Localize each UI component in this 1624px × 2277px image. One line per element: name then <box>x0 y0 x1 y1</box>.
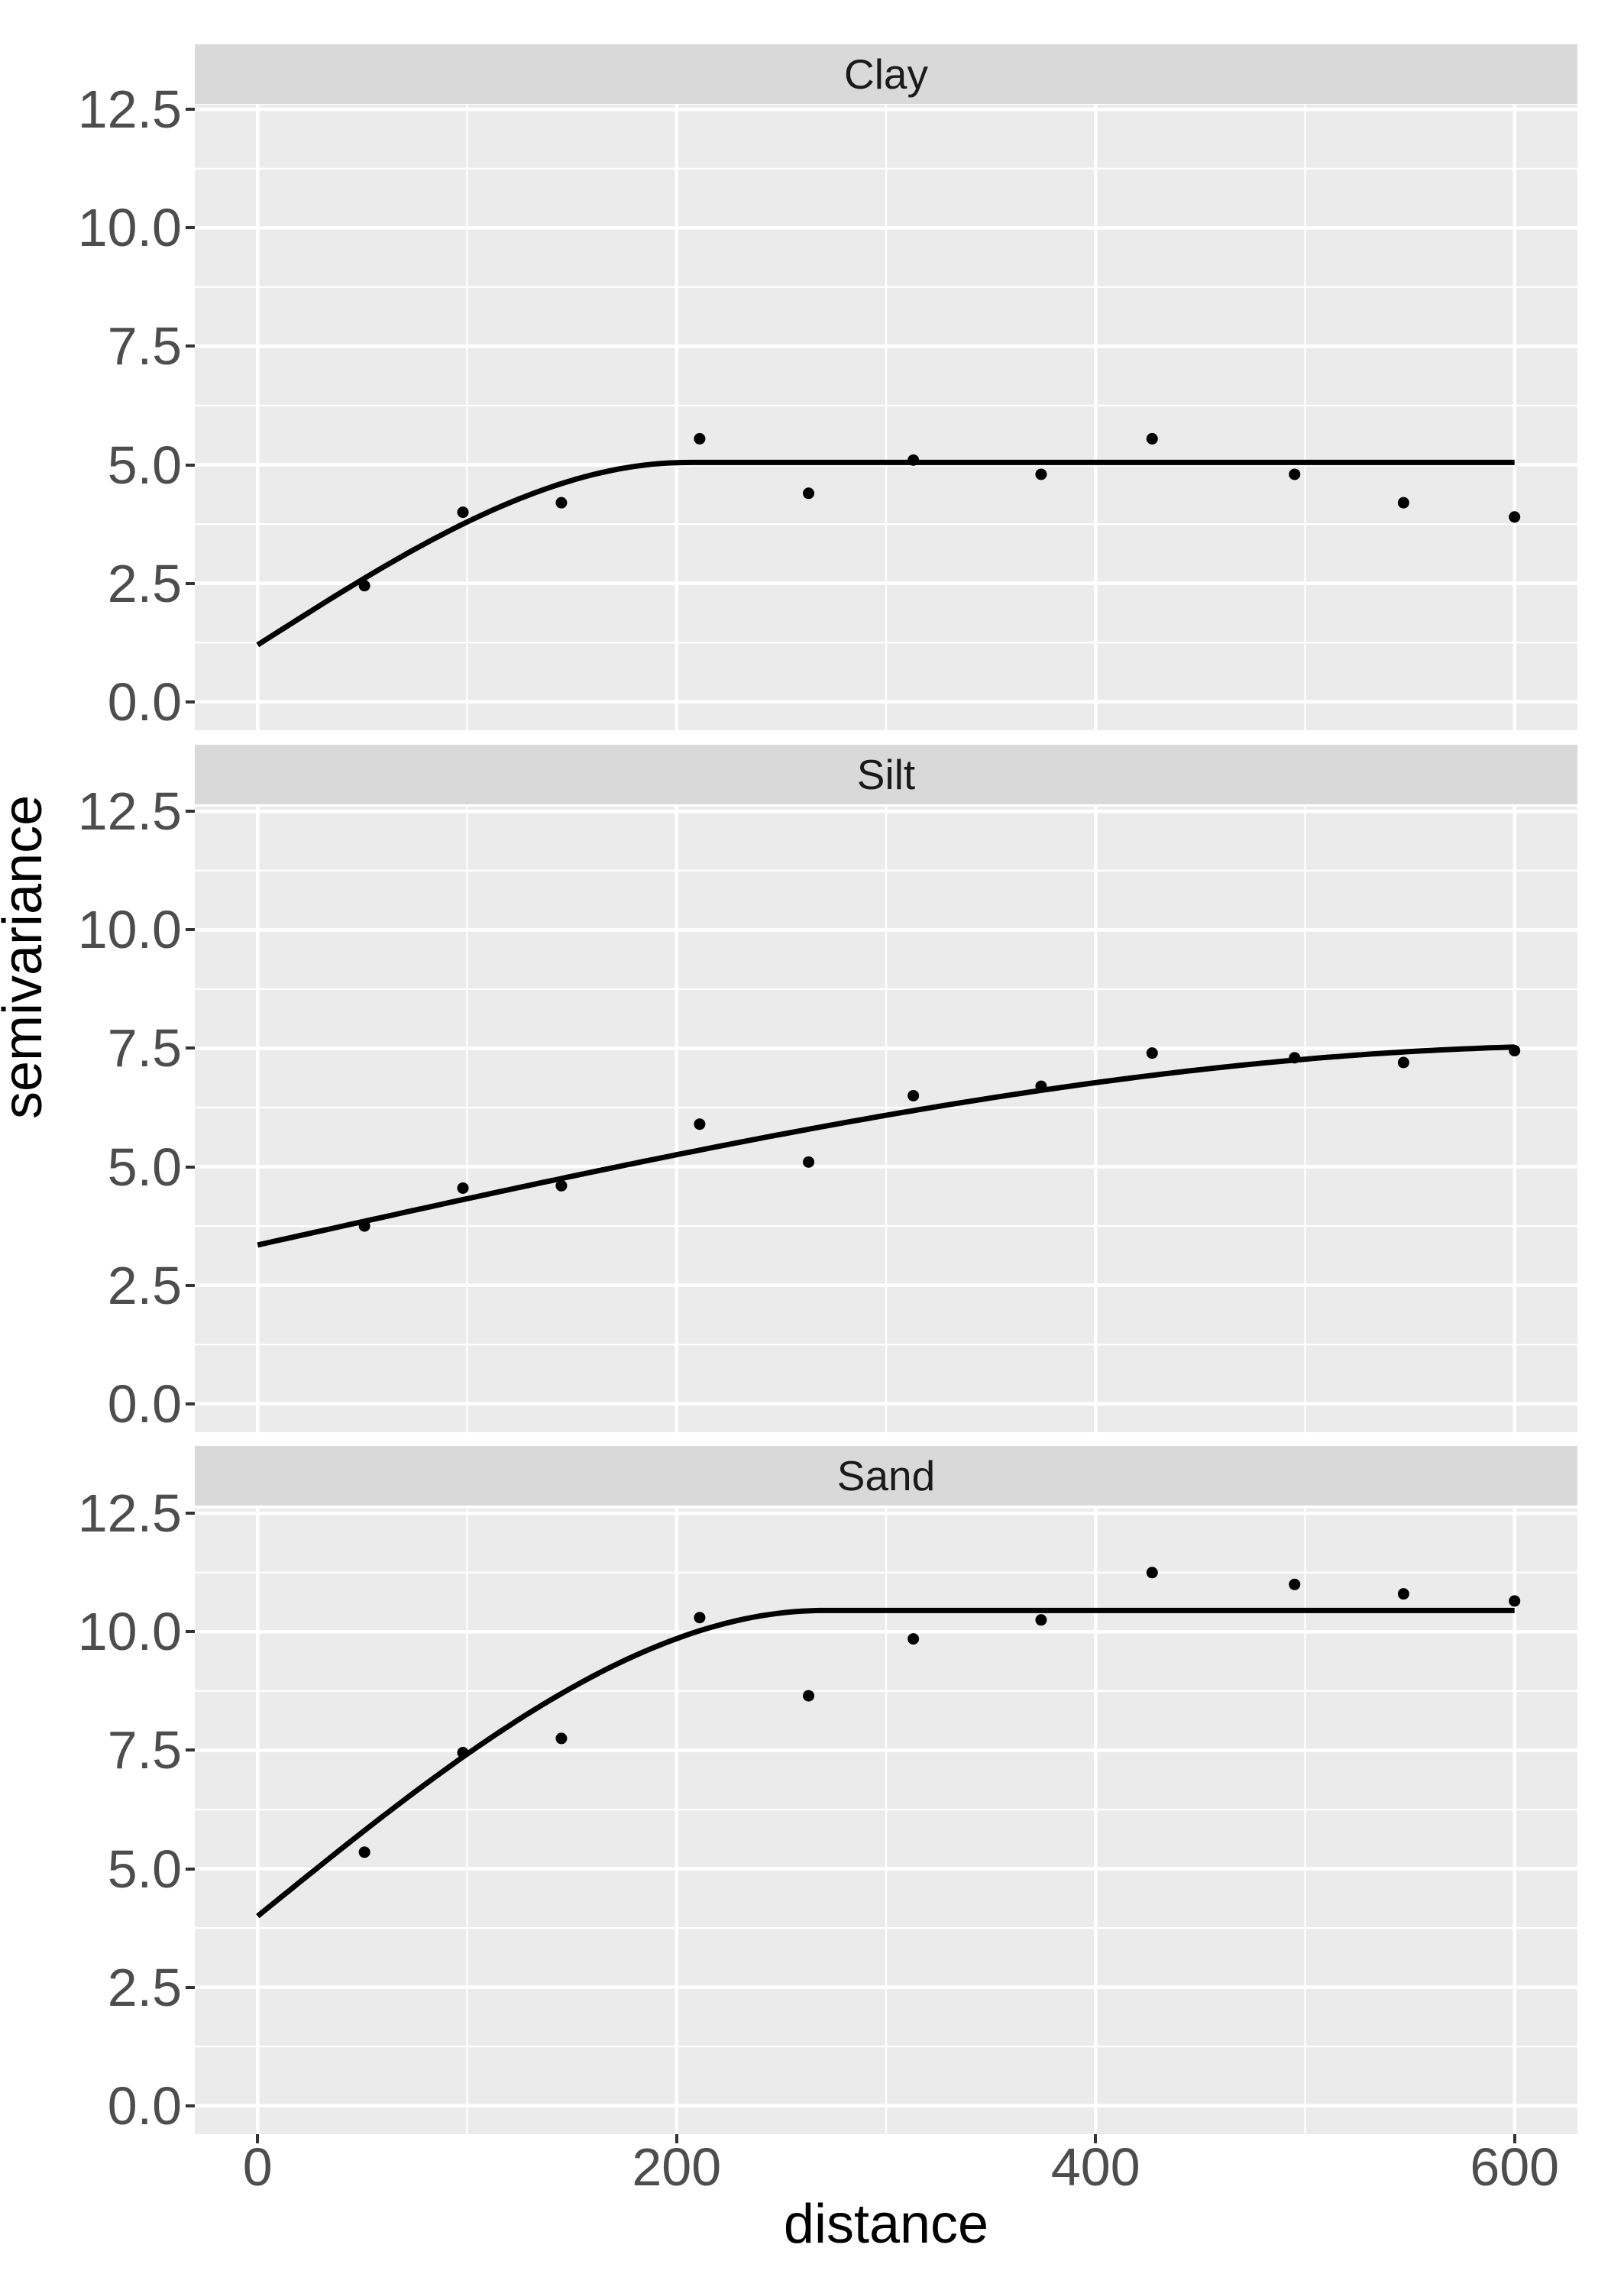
y-tick-label: 10.0 <box>77 1602 182 1662</box>
data-point <box>358 1220 370 1232</box>
y-tick-mark <box>186 1402 195 1405</box>
y-tick-mark <box>186 810 195 813</box>
data-point <box>694 1612 706 1624</box>
x-tick-label: 0 <box>242 2137 273 2197</box>
y-tick-mark <box>186 1046 195 1050</box>
x-tick-label: 400 <box>1050 2137 1140 2197</box>
data-point <box>803 487 815 500</box>
y-tick-label: 2.5 <box>107 1255 182 1315</box>
y-tick-label: 0.0 <box>107 1373 182 1434</box>
facet-strip-label: Silt <box>856 750 916 798</box>
y-tick-label: 12.5 <box>77 781 182 842</box>
y-tick-label: 0.0 <box>107 671 182 732</box>
x-tick-mark <box>256 2134 260 2143</box>
data-point <box>1397 496 1409 509</box>
y-tick-label: 7.5 <box>107 1018 182 1079</box>
y-tick-label: 12.5 <box>77 1483 182 1544</box>
data-point <box>1035 1614 1047 1626</box>
data-point <box>1146 1047 1158 1059</box>
data-point <box>1289 1052 1301 1064</box>
data-point <box>694 432 706 445</box>
data-point <box>358 580 370 592</box>
x-tick-mark <box>675 2134 678 2143</box>
y-tick-label: 0.0 <box>107 2075 182 2136</box>
y-tick-label: 10.0 <box>77 900 182 960</box>
data-point <box>1397 1588 1409 1600</box>
panel-canvas <box>195 807 1577 1432</box>
data-point <box>1397 1056 1409 1069</box>
y-tick-label: 10.0 <box>77 198 182 258</box>
x-tick-mark <box>1512 2134 1516 2143</box>
y-tick-mark <box>186 226 195 230</box>
data-point <box>457 1182 469 1194</box>
y-tick-label: 5.0 <box>107 1137 182 1197</box>
y-tick-mark <box>186 463 195 467</box>
y-tick-mark <box>186 1985 195 1989</box>
facet-strip-clay: Clay <box>195 44 1577 104</box>
y-tick-mark <box>186 108 195 112</box>
data-point <box>1509 511 1521 523</box>
panel-canvas <box>195 1509 1577 2134</box>
x-axis-title: distance <box>783 2194 989 2255</box>
y-tick-mark <box>186 1165 195 1169</box>
y-tick-mark <box>186 1512 195 1515</box>
x-tick-mark <box>1094 2134 1098 2143</box>
facet-strip-sand: Sand <box>195 1446 1577 1506</box>
data-point <box>694 1118 706 1130</box>
data-point <box>803 1690 815 1702</box>
panel-canvas <box>195 105 1577 730</box>
facet-panel-clay <box>195 105 1577 730</box>
y-tick-mark <box>186 344 195 348</box>
data-point <box>457 506 469 519</box>
y-tick-mark <box>186 581 195 585</box>
data-point <box>555 496 568 509</box>
facet-strip-silt: Silt <box>195 745 1577 804</box>
x-tick-label: 600 <box>1470 2137 1560 2197</box>
data-point <box>1289 1578 1301 1590</box>
variogram-fit-line <box>257 1044 1515 1248</box>
y-tick-mark <box>186 2104 195 2107</box>
y-tick-mark <box>186 700 195 703</box>
y-tick-label: 5.0 <box>107 435 182 495</box>
data-point <box>907 1633 920 1645</box>
data-point <box>907 1089 920 1101</box>
facet-panel-silt <box>195 807 1577 1432</box>
data-point <box>1035 1080 1047 1092</box>
data-point <box>1035 468 1047 480</box>
y-tick-mark <box>186 1748 195 1752</box>
y-tick-mark <box>186 1867 195 1871</box>
facet-panel-sand <box>195 1509 1577 2134</box>
data-point <box>907 454 920 466</box>
y-tick-mark <box>186 928 195 932</box>
data-point <box>1509 1595 1521 1607</box>
y-tick-mark <box>186 1283 195 1287</box>
variogram-fit-line <box>256 459 1515 648</box>
facet-strip-label: Clay <box>843 50 929 98</box>
y-tick-label: 5.0 <box>107 1839 182 1899</box>
facet-strip-label: Sand <box>836 1451 936 1499</box>
y-tick-label: 7.5 <box>107 1720 182 1781</box>
data-point <box>803 1156 815 1168</box>
y-tick-label: 2.5 <box>107 553 182 613</box>
data-point <box>1509 1045 1521 1057</box>
data-point <box>358 1846 370 1858</box>
data-point <box>555 1732 568 1745</box>
y-tick-mark <box>186 1630 195 1634</box>
y-tick-label: 7.5 <box>107 316 182 377</box>
y-tick-label: 2.5 <box>107 1957 182 2017</box>
data-point <box>457 1747 469 1759</box>
x-tick-label: 200 <box>632 2137 722 2197</box>
data-point <box>555 1179 568 1192</box>
data-point <box>1146 1567 1158 1579</box>
data-point <box>1289 468 1301 480</box>
data-point <box>1146 432 1158 445</box>
y-tick-label: 12.5 <box>77 79 182 140</box>
